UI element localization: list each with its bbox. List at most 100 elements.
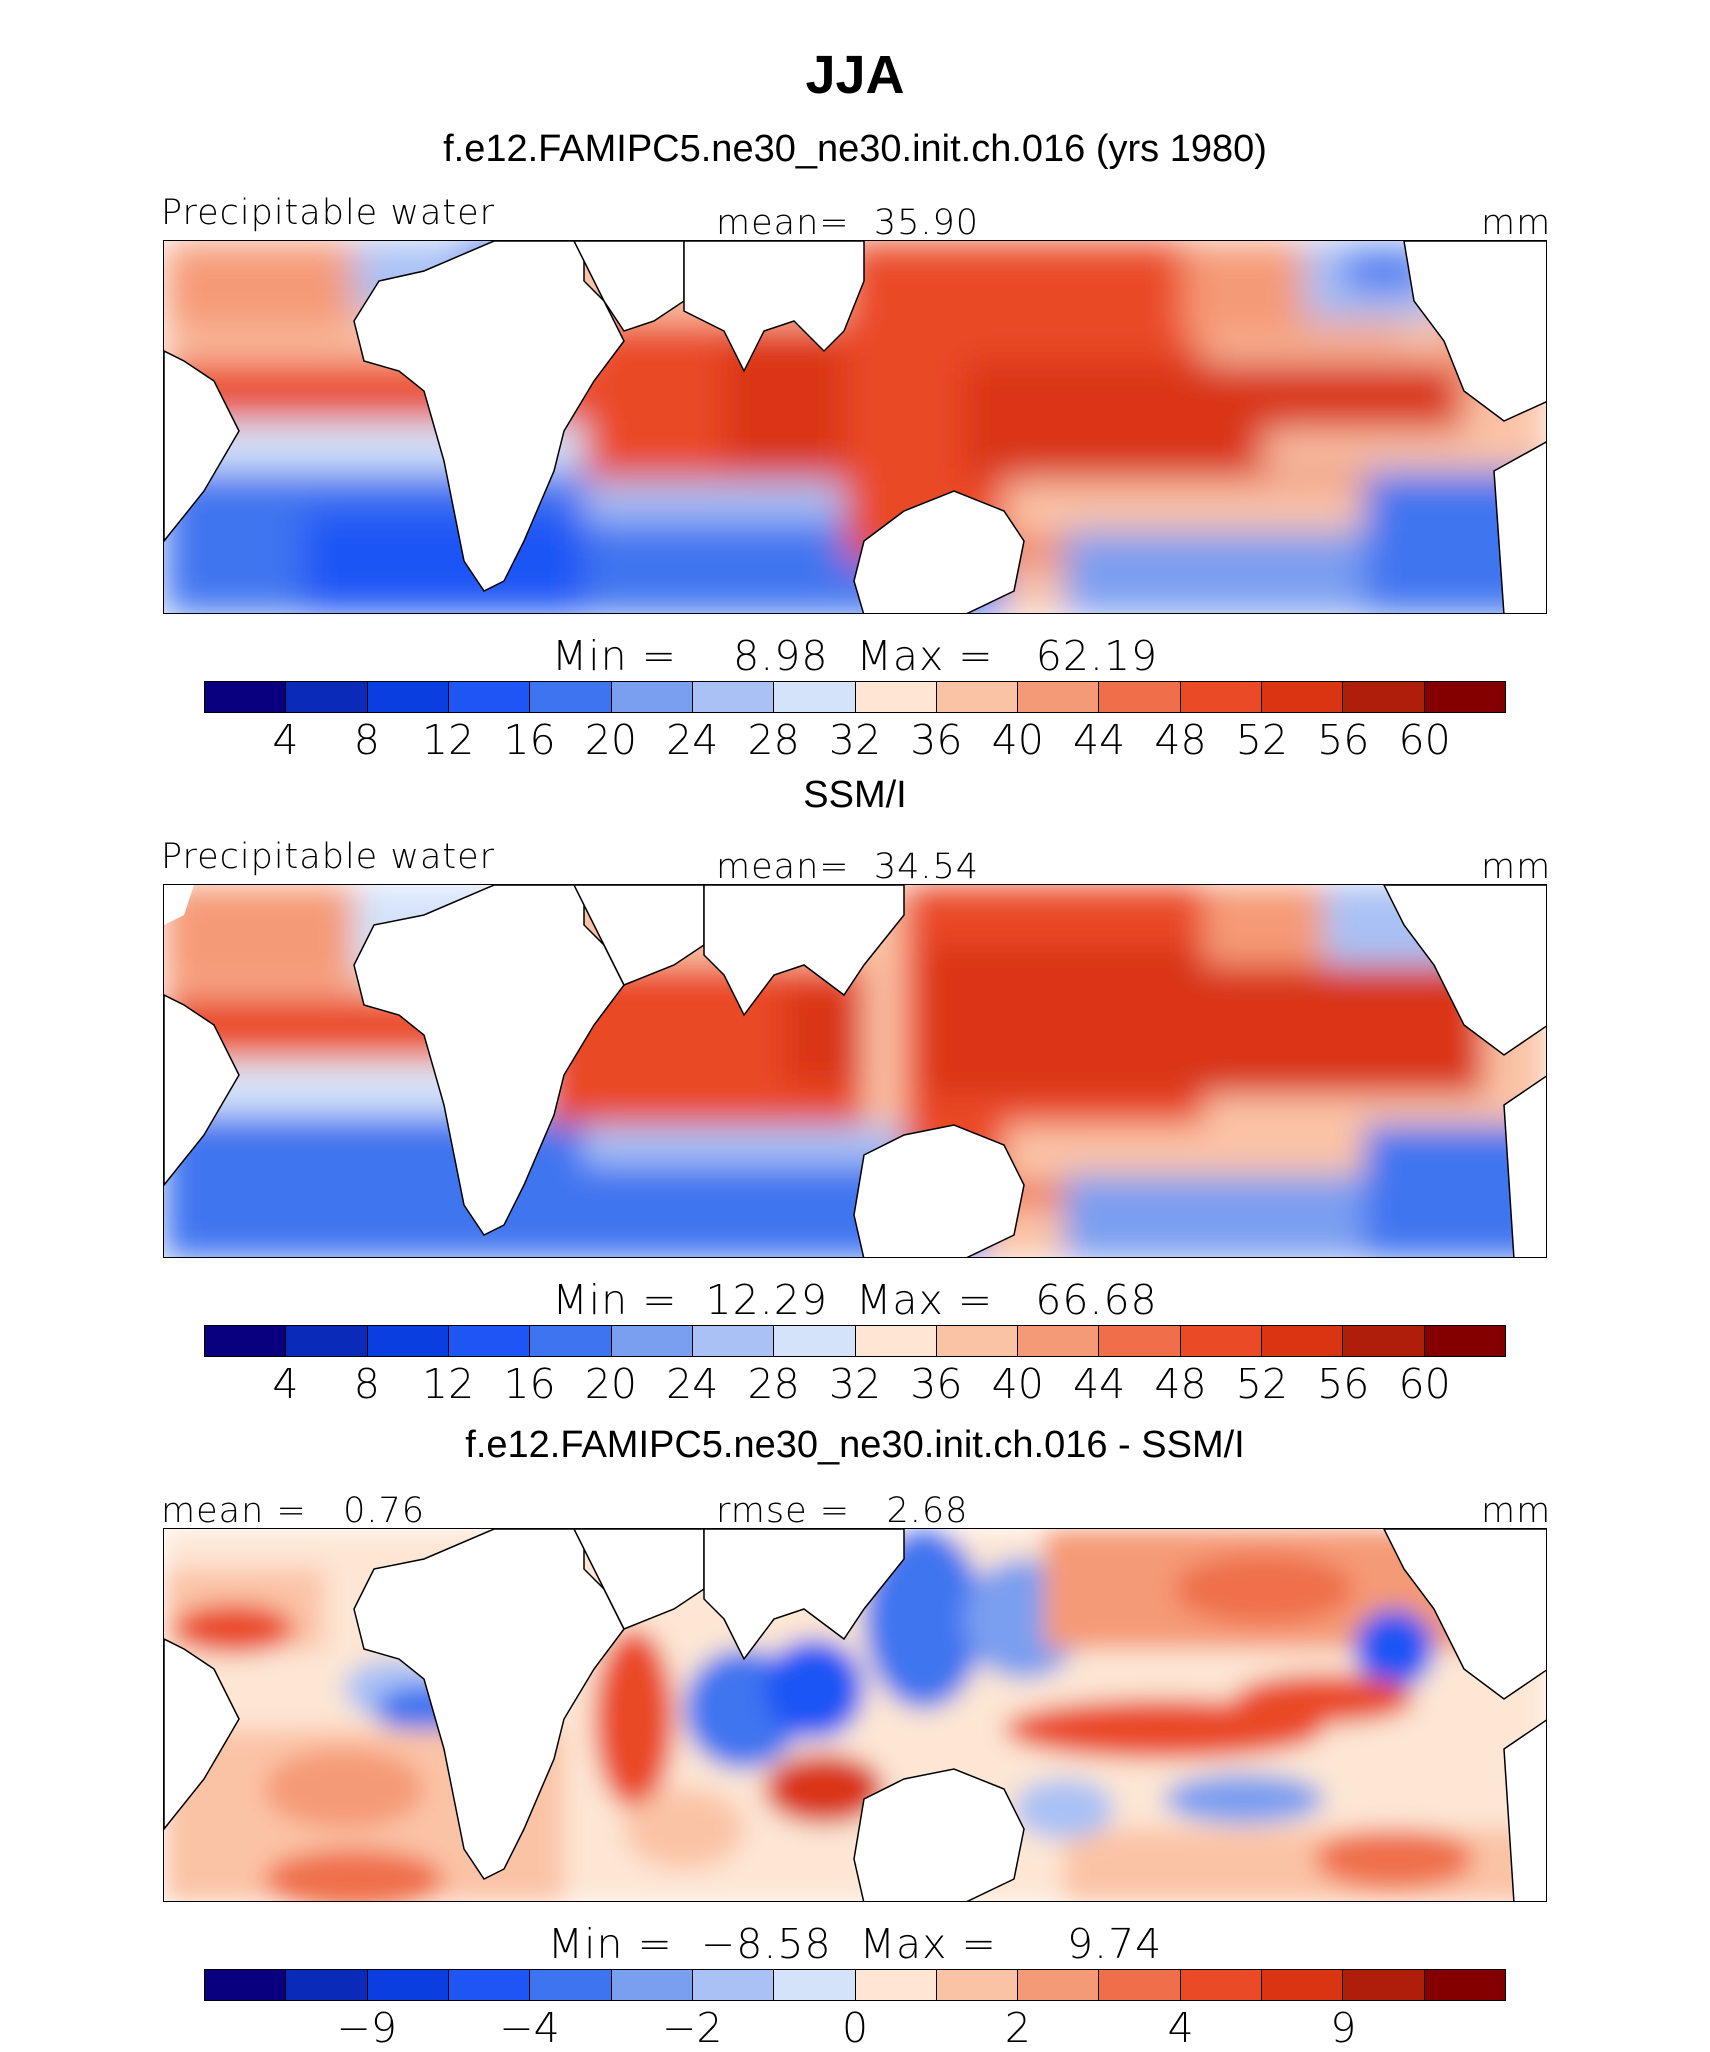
colorbar-segment xyxy=(367,1326,449,1356)
panel-2-colorbar xyxy=(204,1325,1506,1357)
colorbar-tick-label: 60 xyxy=(1398,1360,1451,1408)
panel-2-colorbar-ticks: 4 8 12 16 20 24 28 32 36 40 44 48 52 56 60 xyxy=(0,1360,1710,1410)
colorbar-segment xyxy=(448,1326,531,1356)
colorbar-tick-label: 8 xyxy=(353,716,380,764)
panel-3-title: f.e12.FAMIPC5.ne30_ne30.init.ch.016 - SS… xyxy=(465,1424,1245,1466)
colorbar-tick-label: 28 xyxy=(747,1360,800,1408)
panel-3-units: mm xyxy=(1481,1491,1552,1531)
colorbar-segment xyxy=(1343,1326,1425,1356)
colorbar-segment xyxy=(1424,1970,1505,2000)
panel-1-map xyxy=(163,240,1547,614)
colorbar-segment xyxy=(1180,1970,1263,2000)
panel-2-mean-label: mean= 34.54 xyxy=(716,847,980,887)
colorbar-segment xyxy=(530,1970,612,2000)
colorbar-segment xyxy=(692,682,775,712)
colorbar-segment xyxy=(1262,682,1344,712)
colorbar-tick-label: 9 xyxy=(1330,2004,1357,2052)
colorbar-tick-label: 56 xyxy=(1317,716,1370,764)
panel-1-min-max: Min = 8.98 Max = 62.19 xyxy=(551,632,1159,680)
colorbar-tick-label: 32 xyxy=(828,1360,882,1408)
colorbar-tick-label: 4 xyxy=(272,1360,299,1408)
colorbar-segment xyxy=(1262,1326,1344,1356)
panel-2-min-max: Min = 12.29 Max = 66.68 xyxy=(552,1276,1158,1324)
colorbar-segment xyxy=(530,682,612,712)
colorbar-segment xyxy=(1180,1326,1263,1356)
panel-1-title: f.e12.FAMIPC5.ne30_ne30.init.ch.016 (yrs… xyxy=(443,128,1267,170)
colorbar-segment xyxy=(286,1326,368,1356)
colorbar-tick-label: −9 xyxy=(336,2004,397,2052)
panel-2-map xyxy=(163,884,1547,1258)
panel-2-title: SSM/I xyxy=(803,774,907,816)
colorbar-segment xyxy=(611,1970,693,2000)
colorbar-segment xyxy=(936,682,1019,712)
panel-1-mean-label: mean= 35.90 xyxy=(716,203,980,243)
colorbar-tick-label: 36 xyxy=(910,716,963,764)
colorbar-segment xyxy=(448,682,531,712)
colorbar-tick-label: 20 xyxy=(584,1360,637,1408)
colorbar-segment xyxy=(205,1326,287,1356)
colorbar-tick-label: −4 xyxy=(499,2004,560,2052)
colorbar-tick-label: 16 xyxy=(503,1360,556,1408)
colorbar-segment xyxy=(1262,1970,1344,2000)
colorbar-tick-label: 12 xyxy=(422,1360,475,1408)
colorbar-tick-label: 24 xyxy=(666,1360,719,1408)
panel-1-colorbar xyxy=(204,681,1506,713)
colorbar-segment xyxy=(692,1326,775,1356)
figure-title: JJA xyxy=(805,45,905,105)
colorbar-segment xyxy=(286,682,368,712)
colorbar-segment xyxy=(367,1970,449,2000)
colorbar-segment xyxy=(774,1970,856,2000)
colorbar-tick-label: 44 xyxy=(1073,716,1126,764)
panel-3-colorbar-ticks: −9 −4 −2 0 2 4 9 xyxy=(0,2004,1710,2052)
colorbar-tick-label: 56 xyxy=(1317,1360,1370,1408)
colorbar-segment xyxy=(1099,1970,1181,2000)
colorbar-segment xyxy=(855,1970,937,2000)
panel-2-units: mm xyxy=(1481,847,1552,887)
colorbar-segment xyxy=(448,1970,531,2000)
colorbar-segment xyxy=(1018,1326,1100,1356)
colorbar-segment xyxy=(611,682,693,712)
colorbar-tick-label: 8 xyxy=(353,1360,380,1408)
panel-1-colorbar-ticks: 4 8 12 16 20 24 28 32 36 40 44 48 52 56 60 xyxy=(0,716,1710,766)
colorbar-segment xyxy=(855,1326,937,1356)
colorbar-tick-label: 2 xyxy=(1004,2004,1031,2052)
colorbar-segment xyxy=(936,1970,1019,2000)
colorbar-tick-label: 44 xyxy=(1073,1360,1126,1408)
colorbar-segment xyxy=(1343,682,1425,712)
colorbar-segment xyxy=(611,1326,693,1356)
colorbar-tick-label: 60 xyxy=(1398,716,1451,764)
colorbar-tick-label: 4 xyxy=(272,716,299,764)
colorbar-tick-label: 24 xyxy=(666,716,719,764)
panel-1-variable-label: Precipitable water xyxy=(161,193,496,233)
colorbar-tick-label: 52 xyxy=(1235,716,1288,764)
colorbar-tick-label: 52 xyxy=(1235,1360,1288,1408)
panel-2-variable-label: Precipitable water xyxy=(161,837,496,877)
colorbar-tick-label: 12 xyxy=(422,716,475,764)
colorbar-tick-label: 40 xyxy=(991,1360,1044,1408)
colorbar-segment xyxy=(1424,1326,1505,1356)
colorbar-tick-label: 36 xyxy=(910,1360,963,1408)
colorbar-tick-label: −2 xyxy=(662,2004,723,2052)
colorbar-segment xyxy=(530,1326,612,1356)
panel-3-colorbar xyxy=(204,1969,1506,2001)
colorbar-segment xyxy=(1018,1970,1100,2000)
colorbar-segment xyxy=(774,1326,856,1356)
colorbar-segment xyxy=(855,682,937,712)
colorbar-segment xyxy=(1018,682,1100,712)
colorbar-tick-label: 4 xyxy=(1167,2004,1194,2052)
panel-3-rmse-label: rmse = 2.68 xyxy=(716,1491,969,1531)
colorbar-segment xyxy=(1343,1970,1425,2000)
panel-3-min-max: Min = −8.58 Max = 9.74 xyxy=(547,1920,1163,1968)
colorbar-tick-label: 0 xyxy=(841,2004,869,2052)
panel-1-units: mm xyxy=(1481,203,1552,243)
colorbar-segment xyxy=(1424,682,1505,712)
colorbar-segment xyxy=(1099,1326,1181,1356)
colorbar-segment xyxy=(1099,682,1181,712)
colorbar-segment xyxy=(774,682,856,712)
colorbar-segment xyxy=(367,682,449,712)
colorbar-segment xyxy=(205,682,287,712)
colorbar-tick-label: 32 xyxy=(828,716,882,764)
panel-3-mean-label: mean = 0.76 xyxy=(161,1491,426,1531)
colorbar-segment xyxy=(692,1970,775,2000)
colorbar-tick-label: 16 xyxy=(503,716,556,764)
